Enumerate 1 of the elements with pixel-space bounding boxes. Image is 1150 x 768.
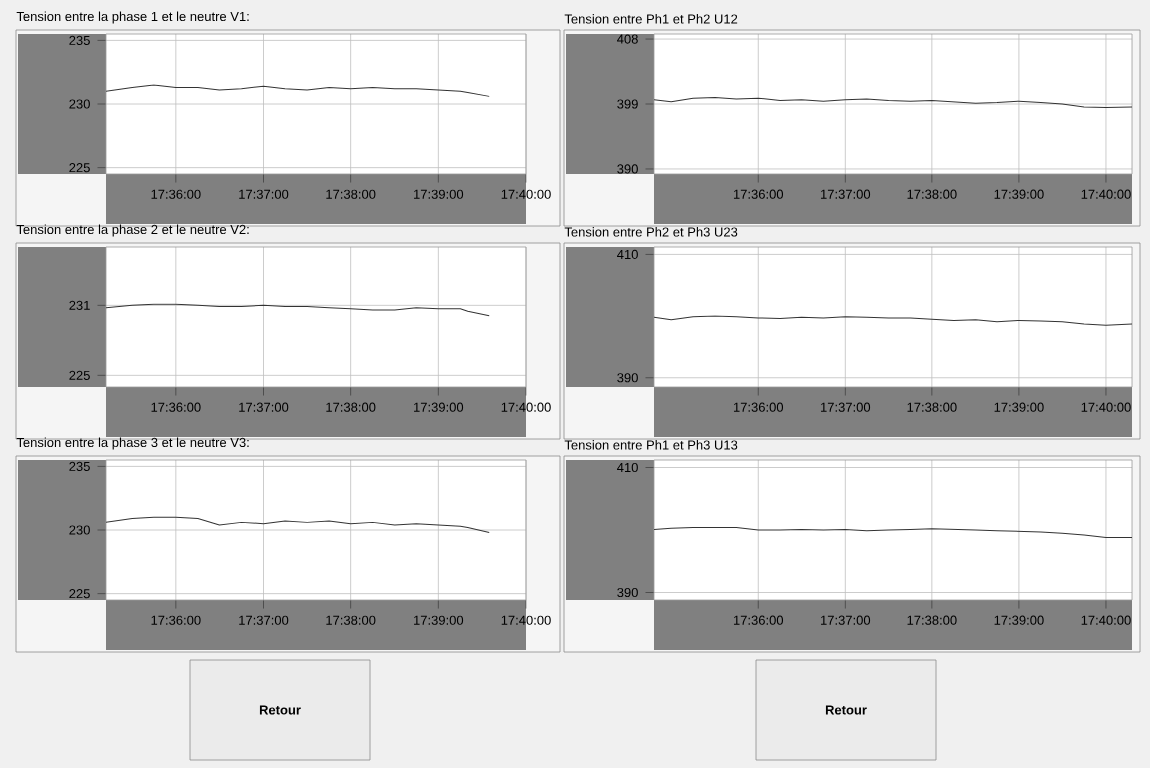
line-series [106,516,490,534]
